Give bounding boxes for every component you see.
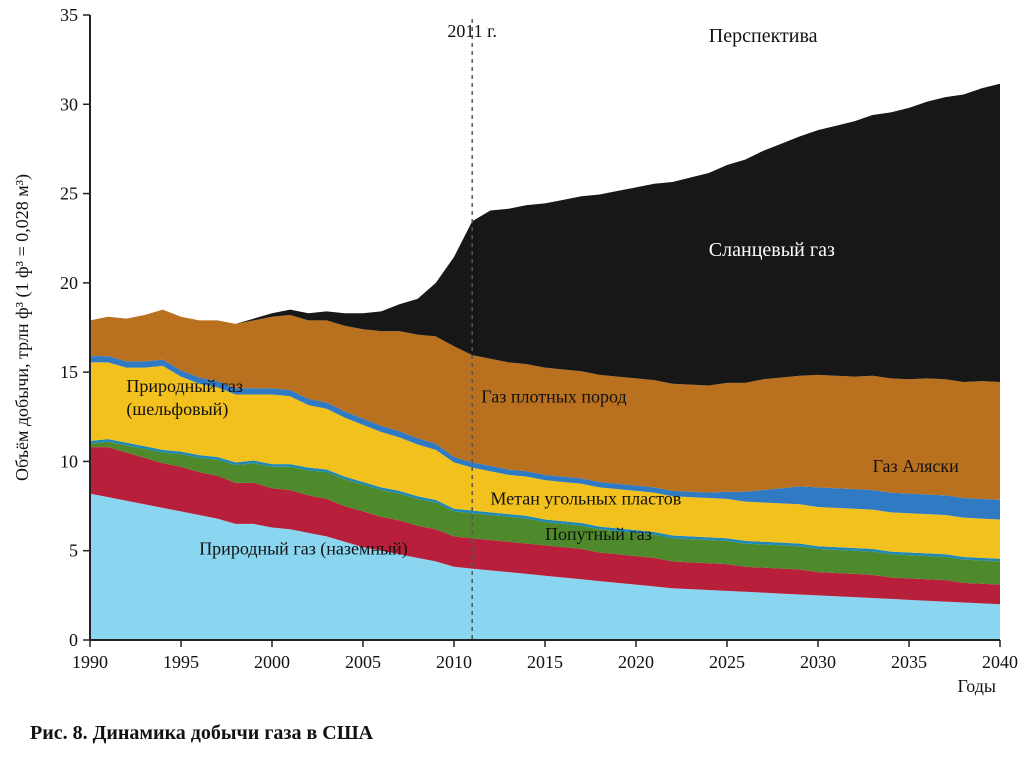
chart-annotation: Попутный газ: [545, 524, 652, 544]
chart-annotation: Природный газ (наземный): [199, 538, 408, 559]
chart-annotation: Газ Аляски: [873, 456, 960, 476]
y-tick-label: 35: [60, 5, 78, 25]
x-tick-label: 2035: [891, 652, 927, 672]
y-tick-label: 20: [60, 273, 78, 293]
chart-annotation: Перспектива: [709, 25, 818, 47]
x-tick-label: 2030: [800, 652, 836, 672]
x-tick-label: 2020: [618, 652, 654, 672]
chart-annotation: Метан угольных пластов: [490, 488, 681, 508]
y-axis-label: Объём добычи, трлн ф³ (1 ф³ = 0,028 м³): [12, 174, 33, 481]
x-tick-label: 2010: [436, 652, 472, 672]
y-tick-label: 0: [69, 630, 78, 650]
x-tick-label: 1990: [72, 652, 108, 672]
y-tick-label: 15: [60, 362, 78, 382]
chart-annotation: Сланцевый газ: [709, 239, 835, 261]
chart-annotation: Природный газ: [126, 376, 243, 396]
x-tick-label: 2000: [254, 652, 290, 672]
y-tick-label: 10: [60, 451, 78, 471]
y-tick-label: 30: [60, 94, 78, 114]
x-tick-label: 2025: [709, 652, 745, 672]
x-tick-label: 2040: [982, 652, 1018, 672]
area-chart: 0510152025303519901995200020052010201520…: [0, 0, 1024, 720]
x-tick-label: 2015: [527, 652, 563, 672]
x-axis-label: Годы: [957, 676, 996, 696]
figure-caption: Рис. 8. Динамика добычи газа в США: [30, 722, 373, 745]
x-tick-label: 2005: [345, 652, 381, 672]
figure-container: 0510152025303519901995200020052010201520…: [0, 0, 1024, 767]
y-tick-label: 5: [69, 541, 78, 561]
chart-annotation: Газ плотных пород: [481, 387, 626, 407]
divider-label: 2011 г.: [447, 21, 497, 41]
x-tick-label: 1995: [163, 652, 199, 672]
y-tick-label: 25: [60, 184, 78, 204]
chart-annotation: (шельфовый): [126, 399, 228, 420]
